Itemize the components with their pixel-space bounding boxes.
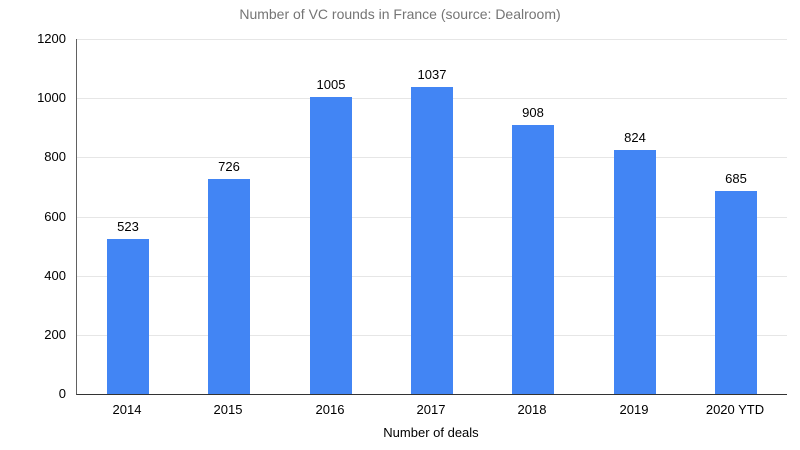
bar-value-label: 824 xyxy=(624,130,646,145)
bar-2018[interactable] xyxy=(512,125,554,394)
x-axis-title: Number of deals xyxy=(383,425,479,440)
x-tick-label: 2016 xyxy=(315,402,345,417)
y-tick-label: 800 xyxy=(44,149,66,164)
bar-2014[interactable] xyxy=(107,239,149,394)
x-tick-label: 2020 YTD xyxy=(705,402,765,417)
x-tick-label: 2014 xyxy=(112,402,142,417)
gridline xyxy=(77,39,787,40)
x-tick-label: 2019 xyxy=(619,402,649,417)
y-tick-label: 0 xyxy=(58,386,66,401)
bar-value-label: 1005 xyxy=(316,77,346,92)
bar-2019[interactable] xyxy=(614,150,656,394)
bar-2017[interactable] xyxy=(411,87,453,394)
x-tick-label: 2017 xyxy=(416,402,446,417)
bar-value-label: 726 xyxy=(218,159,240,174)
y-tick-label: 600 xyxy=(44,209,66,224)
bar-value-label: 685 xyxy=(725,171,747,186)
bar-value-label: 523 xyxy=(117,219,139,234)
y-tick-label: 200 xyxy=(44,327,66,342)
y-tick-label: 400 xyxy=(44,268,66,283)
x-tick-label: 2018 xyxy=(517,402,547,417)
bar-2016[interactable] xyxy=(310,97,352,394)
plot-area: 523 726 1005 1037 908 824 685 xyxy=(76,39,787,395)
y-tick-label: 1000 xyxy=(37,90,66,105)
y-tick-label: 1200 xyxy=(37,31,66,46)
chart-title: Number of VC rounds in France (source: D… xyxy=(239,6,561,22)
bar-2015[interactable] xyxy=(208,179,250,394)
bar-value-label: 908 xyxy=(522,105,544,120)
x-tick-label: 2015 xyxy=(213,402,243,417)
bar-value-label: 1037 xyxy=(417,67,447,82)
bar-2020-ytd[interactable] xyxy=(715,191,757,394)
